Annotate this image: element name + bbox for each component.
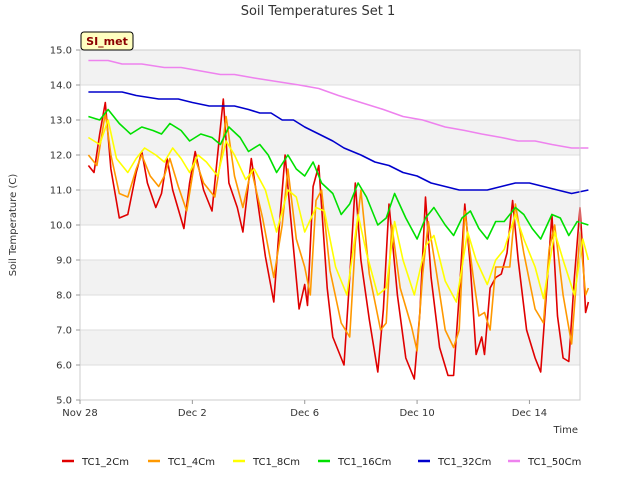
- x-tick-label: Dec 14: [512, 408, 547, 419]
- x-axis-label: Time: [553, 425, 578, 436]
- x-tick-label: Dec 10: [399, 408, 434, 419]
- legend-label: TC1_32Cm: [437, 457, 491, 468]
- grid-band: [80, 330, 580, 365]
- y-tick-label: 15.0: [50, 46, 72, 57]
- x-tick-label: Dec 2: [178, 408, 207, 419]
- grid-band: [80, 50, 580, 85]
- legend-label: TC1_8Cm: [252, 457, 300, 468]
- y-tick-label: 11.0: [50, 186, 72, 197]
- series-line-tc1_50cm: [88, 59, 589, 149]
- legend-item-tc1_4cm: TC1_4Cm: [148, 457, 215, 468]
- y-tick-label: 8.0: [56, 291, 72, 302]
- y-tick-label: 14.0: [50, 81, 72, 92]
- y-tick-label: 12.0: [50, 151, 72, 162]
- series-line-tc1_2cm: [87, 98, 590, 380]
- legend-item-tc1_8cm: TC1_8Cm: [233, 457, 300, 468]
- y-tick-label: 7.0: [56, 326, 72, 337]
- y-tick-label: 10.0: [50, 221, 72, 232]
- series-line-tc1_4cm: [87, 112, 590, 352]
- grid-band: [80, 120, 580, 155]
- legend-label: TC1_4Cm: [167, 457, 215, 468]
- chart-title: Soil Temperatures Set 1: [241, 4, 396, 19]
- legend: TC1_2Cm TC1_4Cm TC1_8Cm TC1_16Cm TC1_32Cm TC1…: [62, 457, 581, 468]
- badge-box: [80, 31, 134, 51]
- grid-band: [80, 190, 580, 225]
- legend-item-tc1_2cm: TC1_2Cm: [62, 457, 129, 468]
- x-tick-label: Dec 6: [290, 408, 319, 419]
- x-axis-ticks: Nov 28 Dec 2 Dec 6 Dec 10 Dec 14: [62, 400, 547, 419]
- legend-label: TC1_2Cm: [81, 457, 129, 468]
- series-lines: [87, 59, 590, 380]
- legend-item-tc1_32cm: TC1_32Cm: [418, 457, 491, 468]
- legend-item-tc1_50cm: TC1_50Cm: [508, 457, 581, 468]
- y-tick-label: 13.0: [50, 116, 72, 127]
- x-tick-label: Nov 28: [62, 408, 97, 419]
- legend-label: TC1_16Cm: [337, 457, 391, 468]
- series-line-tc1_8cm: [87, 119, 590, 303]
- badge-label: SI_met: [86, 35, 128, 48]
- legend-item-tc1_16cm: TC1_16Cm: [318, 457, 391, 468]
- badge: SI_met: [80, 31, 134, 51]
- y-tick-label: 5.0: [56, 396, 72, 407]
- legend-label: TC1_50Cm: [527, 457, 581, 468]
- y-tick-label: 9.0: [56, 256, 72, 267]
- y-tick-label: 6.0: [56, 361, 72, 372]
- series-line-tc1_32cm: [88, 91, 589, 195]
- series-line-tc1_16cm: [88, 108, 589, 240]
- y-axis-label: Soil Temperature (C): [8, 174, 19, 277]
- y-axis-ticks: 5.0 6.0 7.0 8.0 9.0 10.0 11.0 12.0 13.0 14.0 15.0: [50, 46, 80, 407]
